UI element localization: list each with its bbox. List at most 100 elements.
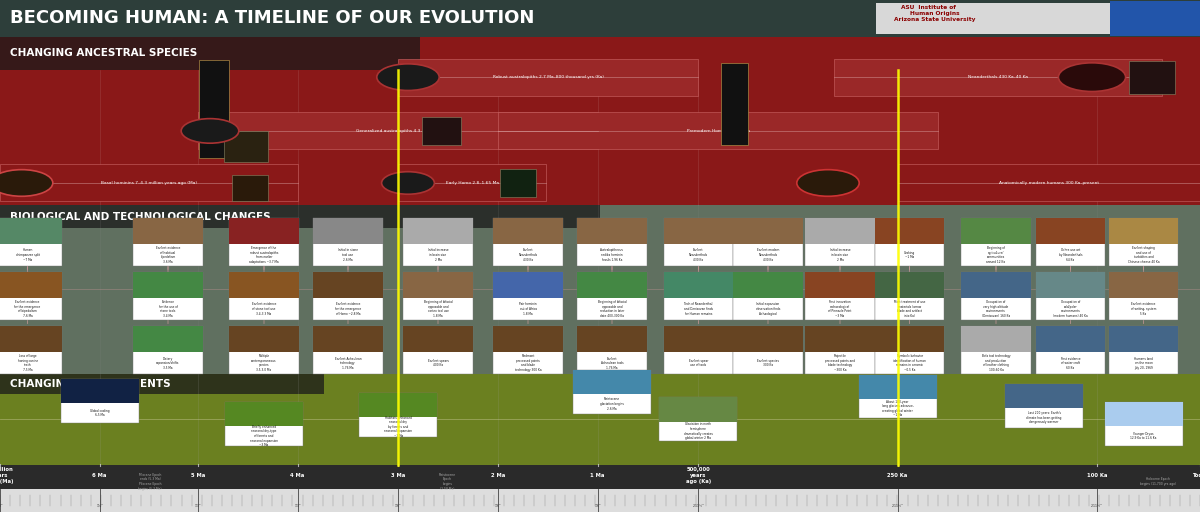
- Bar: [961, 327, 1031, 374]
- Text: Initial increase
in brain size
2 Ma: Initial increase in brain size 2 Ma: [427, 248, 449, 262]
- Text: Earliest evidence
for the emergence
of Homo ~2.8 Ma: Earliest evidence for the emergence of H…: [335, 303, 361, 316]
- Text: Beginning of bifacial
opposable and
reduction in later
date 400-300 Ka: Beginning of bifacial opposable and redu…: [598, 300, 626, 318]
- Bar: [133, 327, 203, 352]
- Bar: [403, 272, 473, 298]
- Bar: [961, 272, 1031, 319]
- Bar: [875, 272, 944, 298]
- Bar: [733, 327, 803, 352]
- Text: Younger Dryas
12.9 Ka to 11.6 Ka: Younger Dryas 12.9 Ka to 11.6 Ka: [1130, 432, 1157, 440]
- Bar: [660, 397, 738, 421]
- Text: 500,000
years
ago (Ka): 500,000 years ago (Ka): [685, 467, 712, 484]
- Bar: [1109, 327, 1178, 352]
- Circle shape: [382, 172, 434, 194]
- Text: 1'6": 1'6": [395, 504, 402, 508]
- Circle shape: [1058, 63, 1126, 92]
- Bar: [664, 327, 733, 374]
- Bar: [1109, 272, 1178, 298]
- Text: Early Homo 2.8–1.65 Ma: Early Homo 2.8–1.65 Ma: [445, 181, 499, 185]
- Bar: [0, 374, 324, 394]
- Text: 4 Ma: 4 Ma: [290, 473, 305, 478]
- Bar: [574, 370, 650, 394]
- Bar: [733, 218, 803, 244]
- Bar: [0, 205, 600, 228]
- Text: 250 Ka: 250 Ka: [888, 473, 907, 478]
- Text: Earliest Acheulean
technology
1.76 Ma: Earliest Acheulean technology 1.76 Ma: [335, 356, 361, 370]
- Bar: [805, 218, 875, 244]
- Text: Pleistocene
Epoch
begins
(2.58 Ma): Pleistocene Epoch begins (2.58 Ma): [439, 473, 456, 490]
- Bar: [313, 327, 383, 352]
- Circle shape: [377, 64, 439, 91]
- Bar: [574, 370, 650, 414]
- Bar: [1006, 384, 1084, 408]
- Text: 1 Ma: 1 Ma: [590, 473, 605, 478]
- Bar: [0, 205, 1200, 374]
- Bar: [721, 63, 748, 145]
- Bar: [660, 397, 738, 441]
- Text: Beginning of
agriculture/
communities
around 12 Ka: Beginning of agriculture/ communities ar…: [986, 246, 1006, 264]
- Text: 2'11½": 2'11½": [1091, 504, 1103, 508]
- Text: Evidence
for the use of
stone tools
3.4 Ma: Evidence for the use of stone tools 3.4 …: [158, 300, 178, 318]
- Bar: [733, 272, 803, 298]
- Text: 2 Ma: 2 Ma: [491, 473, 505, 478]
- Text: Earliest evidence
of writing, system
5 Ka: Earliest evidence of writing, system 5 K…: [1130, 303, 1157, 316]
- Bar: [0, 327, 62, 352]
- Bar: [0, 37, 420, 70]
- Bar: [664, 218, 733, 266]
- Bar: [493, 327, 563, 352]
- Text: Holocene Epoch
begins (11,700 yrs ago): Holocene Epoch begins (11,700 yrs ago): [1140, 478, 1176, 486]
- Bar: [0, 272, 62, 298]
- Text: Multiple
contemporaneous
species
3.5-3.0 Ma: Multiple contemporaneous species 3.5-3.0…: [251, 354, 277, 372]
- Bar: [961, 218, 1031, 244]
- Text: Bola tool technology
and production
of leather clothing
100-60 Ka: Bola tool technology and production of l…: [982, 354, 1010, 372]
- Bar: [733, 327, 803, 374]
- Bar: [198, 113, 598, 150]
- Text: Earliest
Neanderthals
430 Ka: Earliest Neanderthals 430 Ka: [689, 248, 708, 262]
- Bar: [1109, 327, 1178, 374]
- Bar: [664, 218, 733, 244]
- Bar: [229, 218, 299, 266]
- Bar: [360, 393, 437, 437]
- Bar: [0, 218, 62, 266]
- Bar: [875, 272, 944, 319]
- Bar: [805, 218, 875, 266]
- Bar: [0, 489, 1200, 512]
- Text: Symbolic behavior
identification of human
remains in ceramic
~0.5 Ka: Symbolic behavior identification of huma…: [893, 354, 926, 372]
- Bar: [493, 218, 563, 244]
- Bar: [313, 272, 383, 319]
- Bar: [403, 272, 473, 319]
- Bar: [0, 218, 62, 244]
- Bar: [834, 59, 1162, 96]
- Text: Earliest shaping
and use of
turbidites and
Chinese cheese 40 Ka: Earliest shaping and use of turbidites a…: [1128, 246, 1159, 264]
- Text: Earliest modern
Neanderthals
430 Ka: Earliest modern Neanderthals 430 Ka: [757, 248, 779, 262]
- Text: 1'3": 1'3": [0, 504, 4, 508]
- Bar: [664, 272, 733, 298]
- Bar: [0, 272, 62, 319]
- Bar: [1109, 272, 1178, 319]
- Bar: [1006, 384, 1084, 428]
- Bar: [805, 327, 875, 374]
- Bar: [1129, 60, 1175, 94]
- Text: Anatomically modern humans 300 Ka–present: Anatomically modern humans 300 Ka–presen…: [998, 181, 1099, 185]
- Bar: [229, 218, 299, 244]
- Text: Tech of Neanderthal
and Denisovan finds
for Human remains: Tech of Neanderthal and Denisovan finds …: [684, 303, 713, 316]
- Bar: [313, 218, 383, 266]
- Text: Earliest evidence
of stone tool use
3.4-3.3 Ma: Earliest evidence of stone tool use 3.4-…: [252, 303, 276, 316]
- Text: Emergence of the
robust australopiths
from earlier
adaptations ~3.7 Ma: Emergence of the robust australopiths fr…: [250, 246, 278, 264]
- Text: 6 Ma: 6 Ma: [92, 473, 107, 478]
- Text: Earliest species
300 Ka: Earliest species 300 Ka: [757, 359, 779, 368]
- Bar: [1036, 272, 1105, 298]
- Bar: [577, 218, 647, 266]
- Text: Earliest spears
400 Ka: Earliest spears 400 Ka: [427, 359, 449, 368]
- Bar: [493, 327, 563, 374]
- Text: Robust australopiths 2.7 Ma–800 thousand yrs (Ka): Robust australopiths 2.7 Ma–800 thousand…: [493, 75, 604, 79]
- Bar: [577, 327, 647, 374]
- Bar: [859, 375, 936, 399]
- Circle shape: [0, 169, 53, 196]
- Text: First innovation
archaeological
of Pinnacle Point
~3 Ma: First innovation archaeological of Pinna…: [828, 300, 852, 318]
- Text: Miocene Epoch
ends (5.3 Ma)
Pliocene Epoch
begins (5.3 Ma): Miocene Epoch ends (5.3 Ma) Pliocene Epo…: [138, 473, 162, 490]
- Bar: [313, 272, 383, 298]
- Bar: [403, 327, 473, 352]
- Text: Initial expansion
observation finds
Archaological: Initial expansion observation finds Arch…: [756, 303, 780, 316]
- Bar: [1036, 218, 1105, 244]
- Bar: [733, 272, 803, 319]
